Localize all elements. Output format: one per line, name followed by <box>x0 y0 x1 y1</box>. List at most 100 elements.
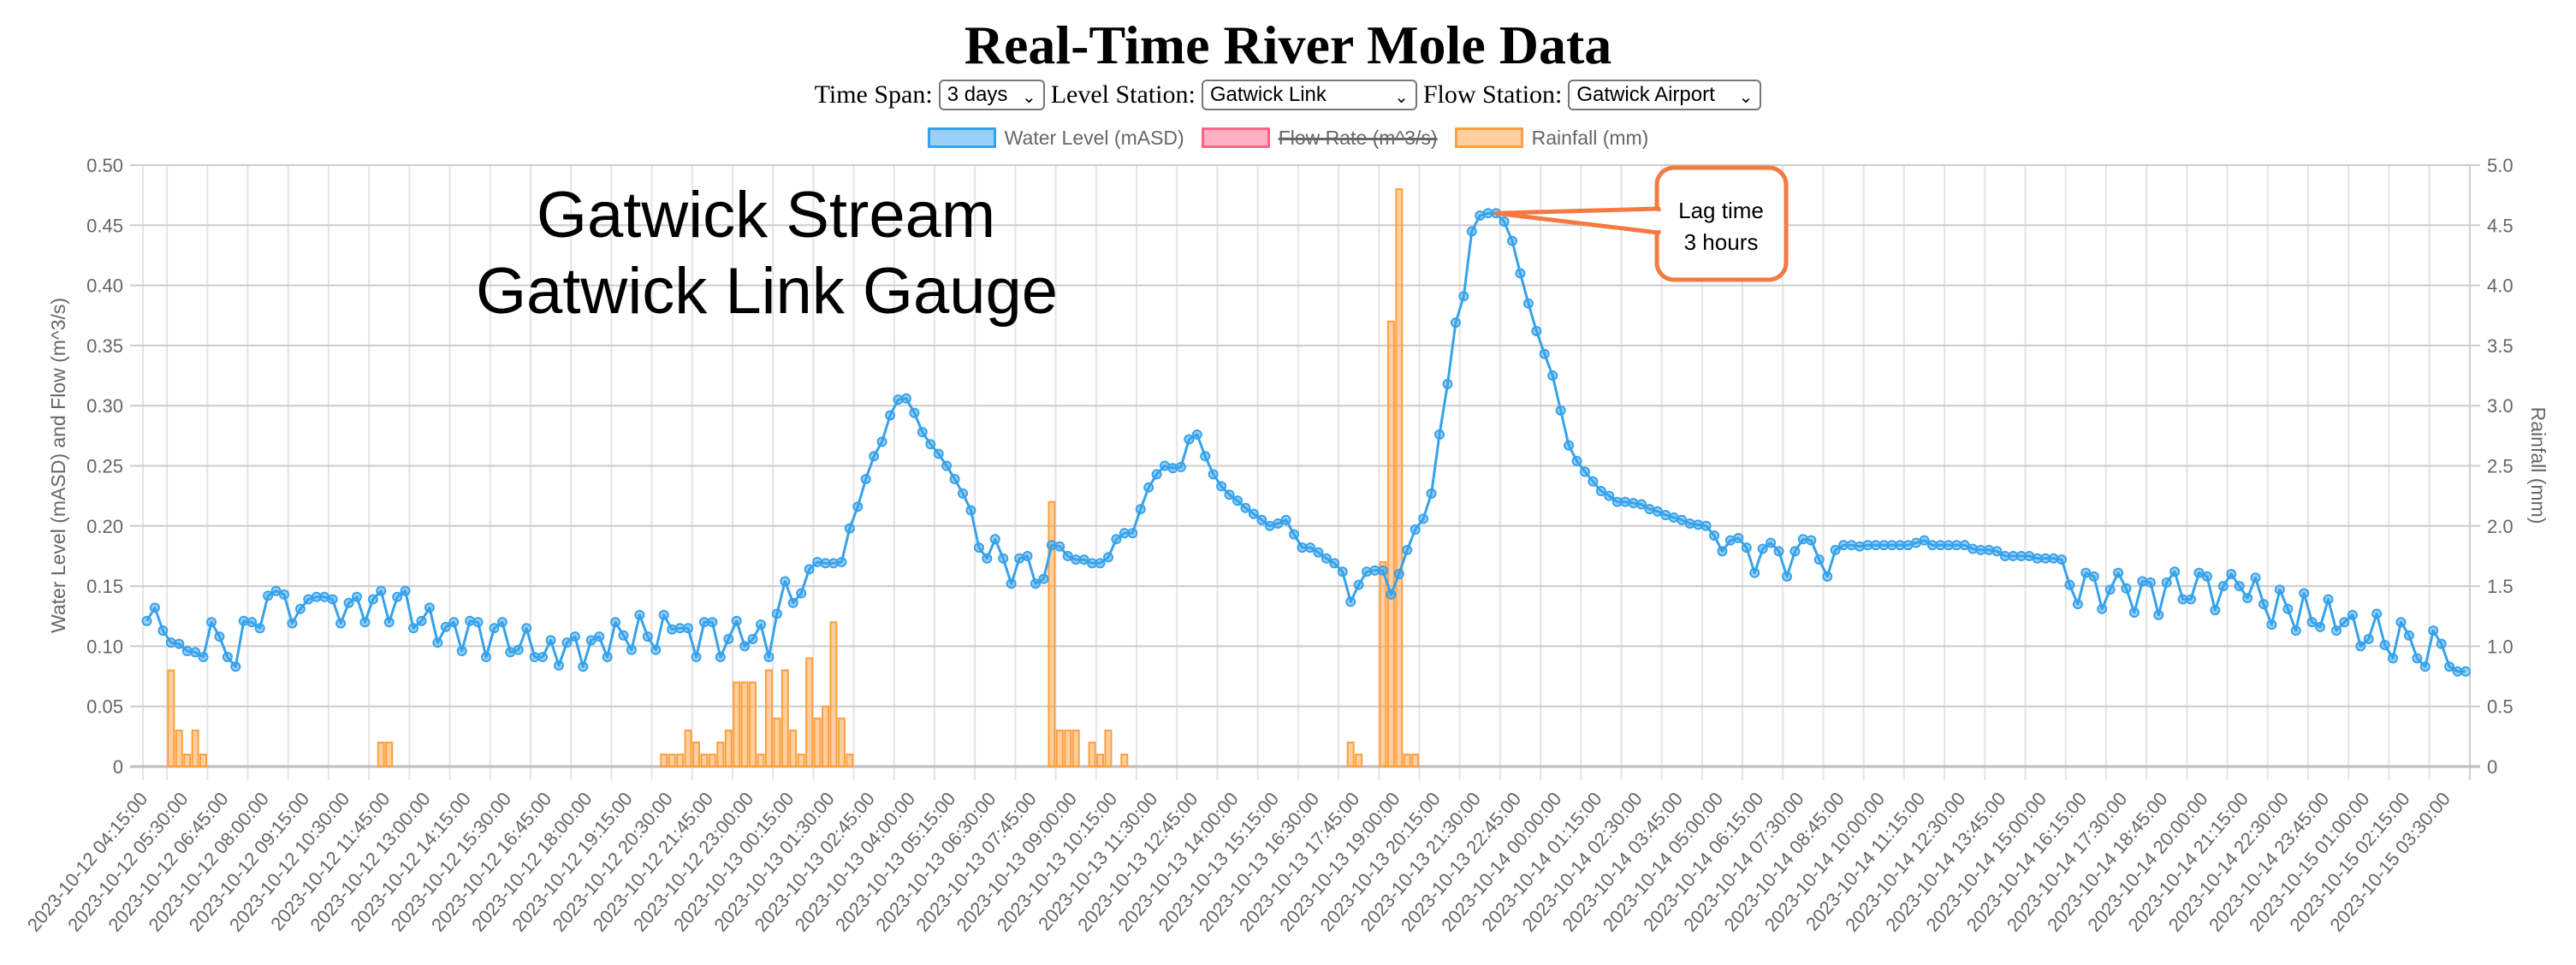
y-axis-left-title: Water Level (mASD) and Flow (m^3/s) <box>47 298 69 633</box>
rainfall-bar <box>708 753 716 768</box>
rainfall-bar <box>1055 729 1064 768</box>
rainfall-bar <box>175 729 183 768</box>
chevron-down-icon: ⌄ <box>1738 88 1754 107</box>
rainfall-bar <box>822 705 830 768</box>
water-level-point <box>2290 625 2301 636</box>
water-level-point <box>925 439 936 450</box>
legend-item-flow-rate[interactable]: Flow Rate (m^3/s) <box>1201 127 1438 150</box>
water-level-point <box>1539 348 1550 359</box>
water-level-point <box>707 617 718 628</box>
rainfall-bar <box>691 741 700 768</box>
water-level-point <box>958 488 969 499</box>
water-level-point <box>553 660 564 671</box>
rainfall-bar <box>733 681 741 768</box>
water-level-point <box>1466 226 1477 237</box>
time-span-label: Time Span: <box>814 80 933 109</box>
water-level-point <box>2419 661 2431 672</box>
water-level-point <box>747 633 758 644</box>
water-level-point <box>1410 524 1421 536</box>
water-level-point <box>335 618 347 629</box>
water-level-point <box>1184 434 1195 445</box>
water-level-point <box>763 652 775 663</box>
water-level-point <box>2080 567 2092 578</box>
water-level-point <box>2169 566 2181 577</box>
rainfall-bar <box>789 729 798 768</box>
water-level-point <box>238 615 249 626</box>
rainfall-bar <box>1411 753 1420 768</box>
water-level-point <box>214 631 225 642</box>
water-level-point <box>1506 235 1517 246</box>
water-level-point <box>2161 577 2172 588</box>
water-level-point <box>723 633 734 644</box>
rainfall-bar <box>1355 753 1363 768</box>
rainfall-bar <box>377 741 385 768</box>
rainfall-bar <box>1379 560 1387 767</box>
water-level-point <box>1442 378 1453 389</box>
y-tick-right: 3.5 <box>2487 335 2514 357</box>
water-level-point <box>1797 534 1808 545</box>
water-level-point <box>1418 513 1429 524</box>
water-level-point <box>1151 469 1162 480</box>
water-level-point <box>1749 567 1760 578</box>
water-level-point <box>1790 546 1801 557</box>
y-tick-left: 0.35 <box>86 335 123 357</box>
y-tick-right: 1.0 <box>2487 636 2514 657</box>
level-station-select[interactable]: Gatwick Link ⌄ <box>1201 80 1417 110</box>
time-span-select[interactable]: 3 days ⌄ <box>938 80 1045 110</box>
water-level-point <box>683 623 694 634</box>
y-tick-right: 3.0 <box>2487 395 2514 417</box>
rainfall-bar <box>773 717 781 768</box>
y-tick-left: 0.10 <box>86 636 123 657</box>
water-level-point <box>1434 429 1445 440</box>
water-level-point <box>1806 535 1817 546</box>
rainfall-bar <box>749 681 757 768</box>
water-level-point <box>965 505 976 516</box>
water-level-point <box>885 410 896 421</box>
water-level-point <box>561 637 573 648</box>
legend-item-rainfall[interactable]: Rainfall (mm) <box>1454 127 1648 150</box>
rainfall-bar <box>1096 753 1105 768</box>
legend-label: Water Level (mASD) <box>1004 126 1184 149</box>
water-level-point <box>2186 594 2197 605</box>
water-level-point <box>432 637 443 648</box>
water-level-point <box>1006 578 1017 589</box>
y-tick-right: 2.0 <box>2487 516 2514 537</box>
rainfall-bar <box>668 753 676 768</box>
water-level-point <box>1628 498 1639 509</box>
legend-item-water-level[interactable]: Water Level (mASD) <box>927 126 1184 150</box>
water-level-point <box>222 652 233 663</box>
water-level-point <box>181 646 193 657</box>
water-level-point <box>1531 326 1542 337</box>
water-level-point <box>869 451 880 462</box>
water-level-point <box>1555 405 1566 416</box>
rainfall-bar <box>829 621 838 768</box>
water-level-point <box>1684 518 1695 529</box>
water-level-point <box>489 623 500 634</box>
water-level-point <box>416 615 427 626</box>
rainfall-bar <box>676 753 685 768</box>
water-level-point <box>1393 569 1404 580</box>
water-level-point <box>1240 502 1251 513</box>
water-level-point <box>634 609 645 620</box>
water-level-point <box>1280 514 1291 525</box>
water-level-point <box>1733 532 1744 543</box>
water-level-point <box>392 591 403 602</box>
water-level-point <box>787 597 798 608</box>
rainfall-bar <box>764 669 773 768</box>
flow-station-select[interactable]: Gatwick Airport ⌄ <box>1568 80 1762 110</box>
level-station-value: Gatwick Link <box>1209 83 1327 106</box>
water-level-point <box>481 652 492 663</box>
water-level-point <box>739 641 751 652</box>
water-level-point <box>2234 581 2245 592</box>
callout-seam <box>1652 211 1662 230</box>
water-level-point <box>1450 317 1461 329</box>
y-tick-right: 0.5 <box>2487 696 2514 718</box>
callout-text-line2: 3 hours <box>1684 229 1759 255</box>
rainfall-bar <box>716 741 725 768</box>
water-level-point <box>521 623 532 634</box>
water-level-point <box>1426 488 1437 499</box>
water-level-point <box>190 647 201 658</box>
legend-swatch-rainfall <box>1454 127 1523 148</box>
water-level-point <box>2436 638 2447 649</box>
